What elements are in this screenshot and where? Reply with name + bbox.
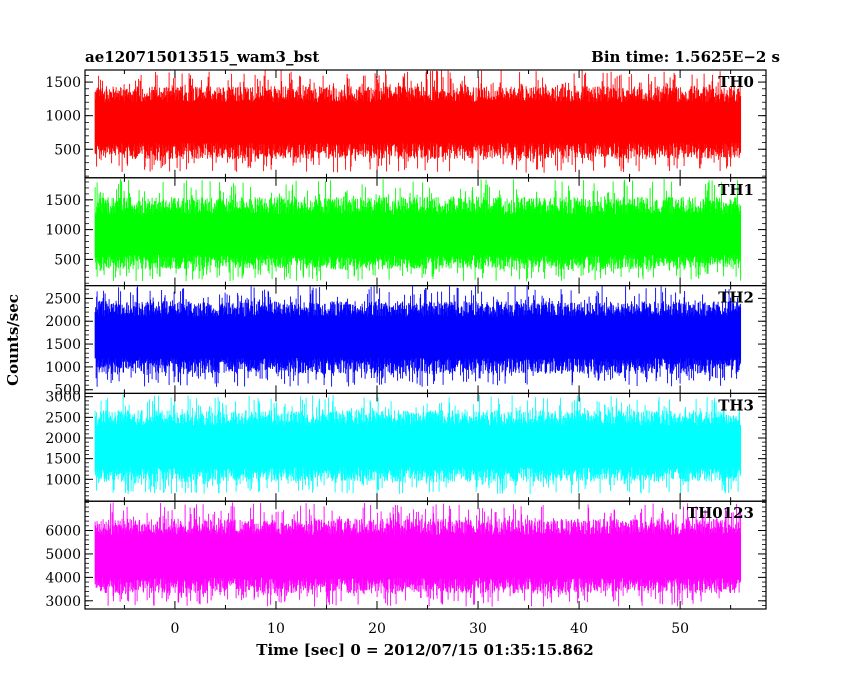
panel-th2: 500 1000 1500 2000 2500 TH2 bbox=[45, 285, 767, 399]
y-tick-label: 2500 bbox=[45, 291, 81, 307]
panel-frame bbox=[84, 500, 767, 610]
y-tick-label: 500 bbox=[54, 252, 81, 268]
series-label-th0123: TH0123 bbox=[687, 504, 754, 522]
y-tick-label: 1500 bbox=[45, 337, 81, 353]
panels-group: 500 1000 1500 TH0 500 1000 1500 TH1 500 1000 1500 2… bbox=[45, 69, 767, 610]
x-tick-labels: 0 10 20 30 40 50 bbox=[170, 621, 689, 637]
y-tick-label: 2500 bbox=[45, 410, 81, 426]
y-tick-label: 1500 bbox=[45, 75, 81, 91]
y-tick-label: 1500 bbox=[45, 452, 81, 468]
y-tick-label: 500 bbox=[54, 142, 81, 158]
panel-th3: 1000 1500 2000 2500 3000 TH3 bbox=[45, 390, 767, 502]
panel-th0123: 3000 4000 5000 6000 TH0123 bbox=[45, 500, 767, 610]
series-th1-trace bbox=[94, 179, 742, 282]
panel-th0: 500 1000 1500 TH0 bbox=[45, 69, 767, 179]
y-tick-label: 500 bbox=[54, 383, 81, 399]
x-tick-label: 0 bbox=[170, 621, 179, 637]
y-tick-label: 4000 bbox=[45, 570, 81, 586]
y-axis-label: Counts/sec bbox=[4, 294, 22, 386]
y-tick-label: 2000 bbox=[45, 431, 81, 447]
x-axis-label: Time [sec] 0 = 2012/07/15 01:35:15.862 bbox=[256, 641, 593, 659]
y-tick-label: 1000 bbox=[45, 360, 81, 376]
y-tick-label: 2000 bbox=[45, 314, 81, 330]
x-tick-label: 30 bbox=[469, 621, 487, 637]
series-label-th1: TH1 bbox=[718, 181, 754, 199]
series-th0123-trace bbox=[94, 502, 742, 607]
series-label-th0: TH0 bbox=[718, 73, 754, 91]
y-tick-label: 1000 bbox=[45, 223, 81, 239]
y-tick-label: 3000 bbox=[45, 594, 81, 610]
bin-time-label: Bin time: 1.5625E−2 s bbox=[591, 48, 780, 66]
y-tick-label: 1000 bbox=[45, 109, 81, 125]
series-label-th2: TH2 bbox=[718, 289, 754, 307]
y-tick-label: 6000 bbox=[45, 523, 81, 539]
series-th2-trace bbox=[94, 285, 742, 387]
series-th3-trace bbox=[94, 394, 742, 495]
x-tick-label: 50 bbox=[671, 621, 689, 637]
y-tick-label: 1500 bbox=[45, 193, 81, 209]
y-tick-label: 5000 bbox=[45, 547, 81, 563]
x-tick-label: 40 bbox=[570, 621, 588, 637]
series-label-th3: TH3 bbox=[718, 396, 754, 414]
y-tick-label: 3000 bbox=[45, 390, 81, 406]
panel-th1: 500 1000 1500 TH1 bbox=[45, 177, 767, 287]
x-tick-label: 10 bbox=[267, 621, 285, 637]
chart-title: ae120715013515_wam3_bst bbox=[85, 48, 319, 66]
series-th0-trace bbox=[94, 70, 742, 173]
x-tick-label: 20 bbox=[368, 621, 386, 637]
y-tick-label: 1000 bbox=[45, 472, 81, 488]
